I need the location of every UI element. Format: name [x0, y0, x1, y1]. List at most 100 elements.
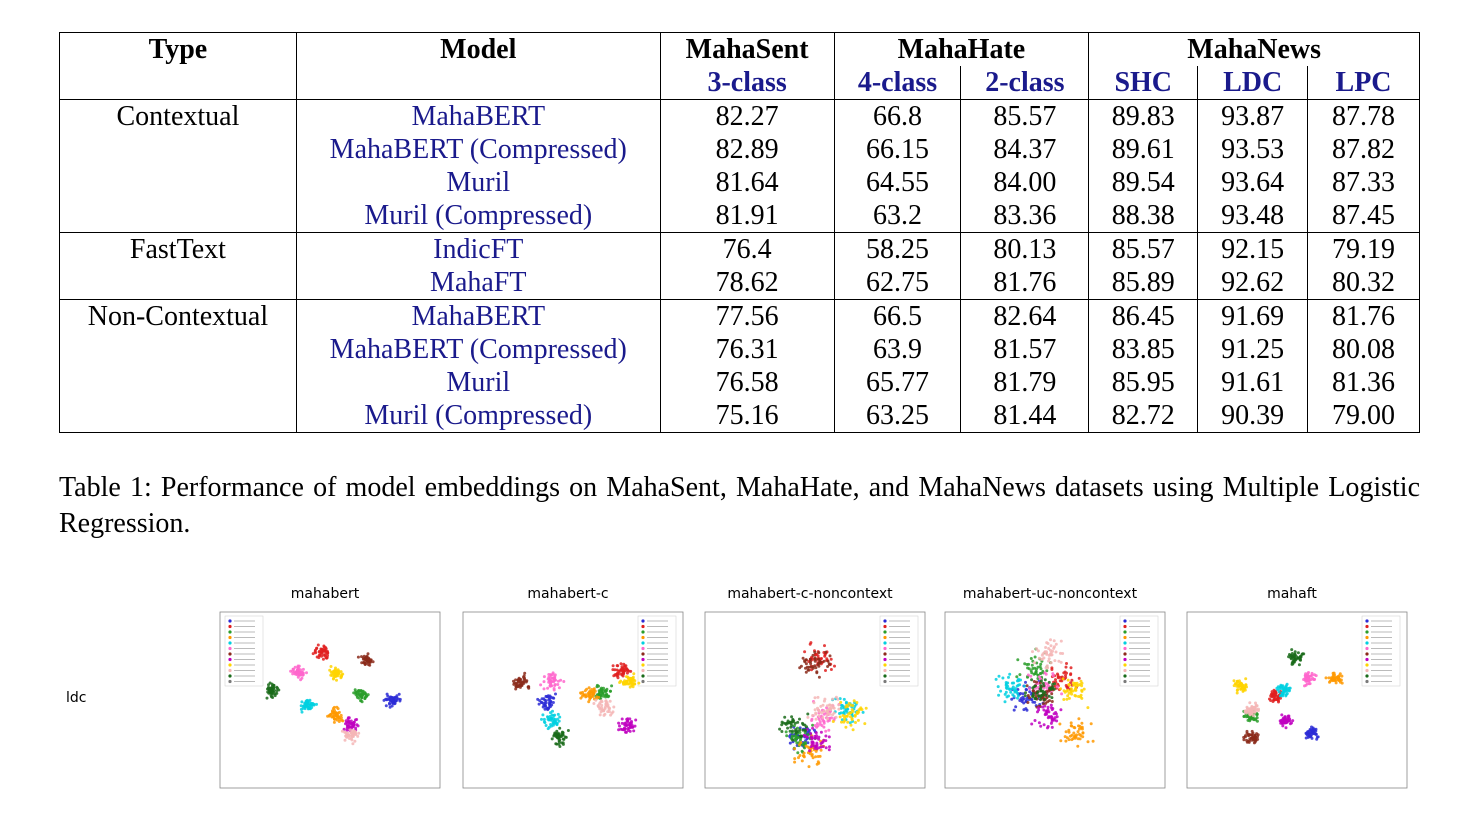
scatter-point [328, 713, 332, 717]
scatter-point [1035, 691, 1039, 695]
scatter-point [1037, 694, 1041, 698]
scatter-point [1332, 671, 1336, 675]
legend-marker [1123, 657, 1127, 662]
scatter-point [1018, 683, 1022, 687]
scatter-point [516, 680, 520, 684]
scatter-point [540, 700, 543, 704]
scatter-point [1062, 698, 1066, 701]
panel-title: mahabert-c-noncontext [727, 586, 893, 602]
scatter-point [620, 669, 624, 673]
score-cell: 91.69 [1197, 299, 1308, 333]
scatter-point [613, 668, 617, 672]
scatter-point [838, 715, 842, 719]
scatter-plot [1186, 611, 1408, 789]
legend-marker [228, 635, 232, 640]
scatter-point [822, 719, 825, 723]
score-cell: 82.89 [659, 133, 835, 166]
scatter-point [556, 712, 560, 716]
scatter-point [811, 723, 815, 727]
tsne-panel: mahaft [1172, 580, 1412, 800]
scatter-point [812, 728, 816, 732]
scatter-point [1282, 721, 1286, 725]
scatter-point [1307, 678, 1311, 682]
score-cell: 81.76 [1307, 299, 1420, 333]
scatter-point [830, 716, 833, 720]
scatter-point [813, 696, 817, 700]
plot-frame [462, 611, 684, 789]
scatter-point [1039, 662, 1043, 666]
scatter-point [1248, 707, 1252, 711]
score-cell: 76.31 [659, 333, 835, 366]
scatter-point [852, 699, 856, 703]
scatter-point [1036, 665, 1040, 669]
scatter-point [1232, 679, 1236, 683]
scatter-point [793, 747, 796, 751]
scatter-point [1310, 736, 1314, 740]
scatter-point [824, 669, 827, 672]
scatter-point [845, 714, 849, 718]
scatter-point [266, 690, 270, 694]
scatter-point [600, 700, 604, 704]
scatter-point [1005, 695, 1009, 699]
scatter-point [1331, 677, 1335, 681]
scatter-point [808, 642, 812, 646]
scatter-point [546, 695, 550, 699]
scatter-point [627, 726, 631, 730]
scatter-point [1277, 690, 1281, 694]
scatter-point [783, 715, 787, 719]
scatter-point [601, 694, 605, 698]
scatter-point [1060, 692, 1064, 696]
scatter-point [320, 654, 324, 658]
scatter-point [842, 697, 846, 701]
scatter-point [801, 721, 804, 725]
scatter-point [292, 667, 295, 671]
table-row: Muril (Compressed) 75.16 63.25 81.44 82.72 90… [59, 399, 1420, 433]
scatter-point [549, 711, 552, 715]
scatter-point [1296, 651, 1300, 655]
scatter-point [554, 692, 557, 696]
scatter-point [1035, 680, 1038, 684]
scatter-point [625, 679, 629, 683]
scatter-point [299, 704, 303, 708]
scatter-point [813, 659, 817, 663]
scatter-point [1288, 717, 1292, 721]
scatter-point [598, 713, 602, 717]
scatter-point [841, 711, 845, 715]
scatter-point [557, 719, 561, 723]
scatter-point [1033, 719, 1037, 722]
score-cell: 76.4 [659, 232, 835, 266]
scatter-point [1064, 684, 1068, 687]
scatter-point [1026, 701, 1030, 704]
legend-marker [883, 630, 887, 634]
scatter-point [311, 702, 315, 705]
scatter-point [612, 705, 616, 709]
scatter-point [1066, 688, 1070, 692]
scatter-point [794, 728, 798, 732]
scatter-point [353, 739, 357, 743]
scatter-point [844, 725, 848, 729]
scatter-point [1334, 681, 1338, 685]
scatter-point [1298, 657, 1302, 661]
legend-marker [883, 641, 887, 645]
scatter-point [612, 674, 616, 678]
scatter-point [367, 658, 370, 661]
scatter-point [813, 650, 817, 654]
row-type-cell [59, 166, 297, 199]
scatter-point [839, 706, 843, 710]
scatter-point [553, 720, 556, 724]
scatter-point [1256, 709, 1260, 713]
score-cell: 80.32 [1307, 266, 1420, 300]
scatter-point [1077, 724, 1080, 728]
scatter-point [1050, 692, 1054, 696]
scatter-point [1032, 661, 1036, 665]
scatter-point [1336, 678, 1340, 682]
scatter-point [294, 670, 298, 674]
scatter-point [558, 715, 562, 719]
score-cell: 87.78 [1307, 99, 1420, 133]
scatter-point [811, 726, 815, 730]
legend-marker [883, 663, 887, 667]
scatter-point [277, 688, 281, 692]
panel-title: mahabert [290, 586, 360, 602]
scatter-point [1024, 691, 1027, 695]
scatter-point [803, 728, 807, 732]
